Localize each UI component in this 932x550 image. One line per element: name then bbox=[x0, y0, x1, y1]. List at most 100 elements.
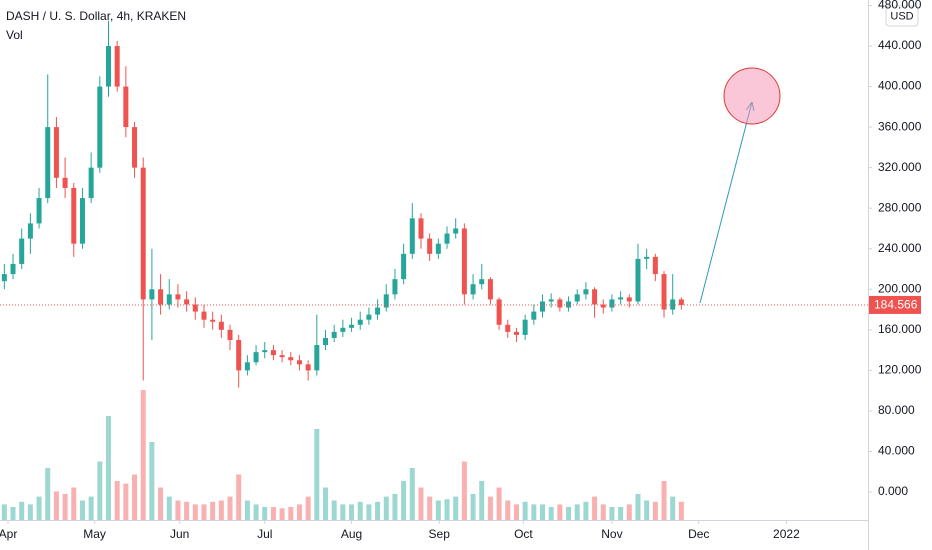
y-tick-label: 200.000 bbox=[878, 281, 922, 295]
volume-bar bbox=[574, 504, 580, 520]
volume-bar bbox=[53, 491, 59, 520]
candle-body bbox=[444, 233, 450, 244]
candle-body bbox=[27, 223, 33, 239]
volume-bar bbox=[192, 504, 198, 520]
volume-bar bbox=[349, 504, 355, 520]
candle-body bbox=[192, 304, 198, 312]
candle-body bbox=[678, 299, 684, 305]
volume-bar bbox=[106, 416, 111, 520]
x-tick-label: Sep bbox=[429, 527, 451, 541]
volume-bar bbox=[566, 507, 572, 520]
currency-box[interactable] bbox=[885, 5, 919, 27]
volume-bar bbox=[323, 487, 328, 520]
y-tick-label: 360.000 bbox=[878, 119, 922, 133]
candle-body bbox=[305, 364, 311, 371]
volume-bar bbox=[479, 481, 485, 520]
volume-bar bbox=[418, 487, 424, 520]
target-circle bbox=[723, 67, 781, 125]
y-tick-label: 160.000 bbox=[878, 322, 922, 336]
candle-body bbox=[166, 294, 172, 305]
last-price-label: 184.566 bbox=[874, 298, 918, 312]
candle-body bbox=[531, 311, 537, 320]
volume-bar bbox=[487, 496, 493, 520]
volume-bar bbox=[661, 481, 667, 520]
volume-bar bbox=[88, 496, 94, 520]
candle-body bbox=[331, 331, 337, 338]
candle-body bbox=[375, 307, 381, 315]
candle-body bbox=[19, 238, 25, 264]
volume-bar bbox=[45, 468, 51, 520]
volume-bar bbox=[444, 499, 450, 520]
x-tick-label: Aug bbox=[341, 527, 362, 541]
volume-bar bbox=[166, 496, 172, 520]
candle-body bbox=[201, 311, 207, 320]
candle-body bbox=[88, 167, 94, 199]
candle-body bbox=[427, 238, 433, 254]
candle-body bbox=[600, 304, 606, 308]
drawing bbox=[699, 67, 781, 304]
candle-body bbox=[244, 362, 250, 371]
chart-title: DASH / U. S. Dollar, 4h, KRAKEN bbox=[6, 9, 186, 23]
candle-body bbox=[383, 294, 389, 308]
candle-body bbox=[401, 253, 407, 280]
y-tick-label: 0.000 bbox=[878, 484, 908, 498]
candle-body bbox=[184, 299, 190, 305]
candle-body bbox=[487, 279, 493, 300]
volume-bar bbox=[331, 500, 337, 520]
volume-bar bbox=[505, 500, 511, 520]
volume-bar bbox=[296, 504, 302, 520]
candle-body bbox=[262, 350, 268, 353]
volume-bar bbox=[435, 500, 441, 520]
candle-body bbox=[618, 297, 624, 300]
volume-bar bbox=[158, 487, 164, 520]
volume-bar bbox=[132, 474, 138, 520]
volume-bar bbox=[357, 501, 363, 520]
y-tick-label: 40.000 bbox=[878, 444, 915, 458]
volume-bar bbox=[609, 507, 615, 520]
volume-bar bbox=[635, 494, 641, 520]
volume-bar bbox=[262, 507, 268, 520]
volume-label: Vol bbox=[6, 28, 23, 42]
y-tick-label: 320.000 bbox=[878, 160, 922, 174]
volume-bar bbox=[652, 501, 658, 520]
candle-body bbox=[505, 324, 511, 332]
volume-bar bbox=[548, 507, 554, 520]
candle-body bbox=[626, 297, 632, 302]
currency-label[interactable]: USD bbox=[890, 10, 913, 22]
y-tick-label: 80.000 bbox=[878, 403, 915, 417]
volume-bar bbox=[522, 501, 528, 520]
x-tick-label: Oct bbox=[514, 527, 533, 541]
candle-body bbox=[45, 127, 51, 199]
volume-bar bbox=[592, 496, 598, 520]
candle-body bbox=[36, 198, 42, 224]
candle-body bbox=[158, 289, 164, 305]
candle-body bbox=[557, 299, 563, 308]
candle-body bbox=[236, 339, 242, 371]
volume-bar bbox=[288, 507, 294, 520]
candle-body bbox=[470, 284, 476, 295]
candle-body bbox=[583, 289, 589, 295]
volume-bar bbox=[340, 504, 346, 520]
candle-body bbox=[453, 228, 459, 234]
volume-bar bbox=[305, 496, 311, 520]
candle-body bbox=[218, 321, 224, 330]
arrow-line bbox=[699, 101, 753, 304]
volume-bar bbox=[496, 487, 502, 520]
plot-area bbox=[0, 20, 868, 520]
y-tick-label: 120.000 bbox=[878, 363, 922, 377]
volume-bar bbox=[626, 504, 632, 520]
candle-body bbox=[513, 331, 519, 335]
candle-body bbox=[652, 256, 658, 275]
volume-bar bbox=[540, 504, 545, 520]
volume-bar bbox=[140, 390, 146, 520]
volume-bar bbox=[218, 500, 224, 520]
candle-body bbox=[574, 294, 580, 302]
y-tick-label: 400.000 bbox=[878, 79, 922, 93]
candle-body bbox=[53, 127, 59, 178]
volume-bar bbox=[149, 442, 155, 520]
candle-body bbox=[10, 263, 16, 275]
y-tick-label: 480.000 bbox=[878, 0, 922, 12]
volume-bar bbox=[270, 507, 276, 520]
candle-body bbox=[132, 127, 138, 168]
